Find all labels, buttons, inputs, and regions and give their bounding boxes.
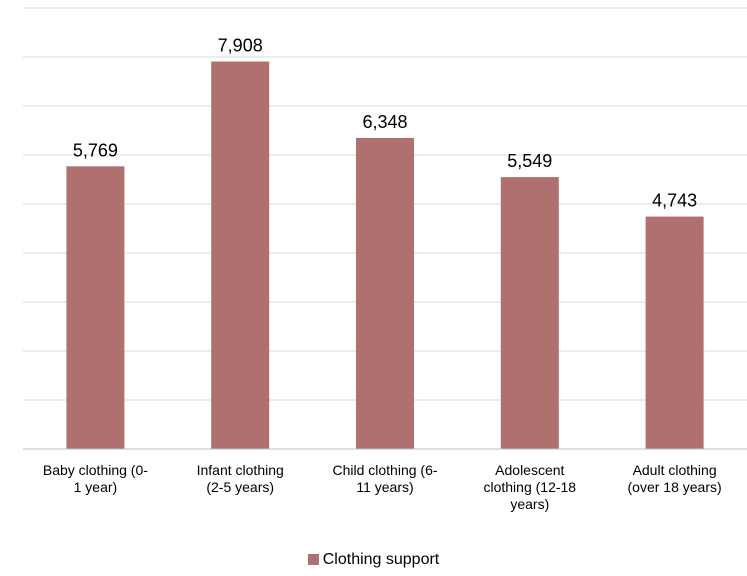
category-label: Baby clothing (0-1 year) (43, 462, 148, 495)
category-label-line: (over 18 years) (628, 479, 722, 495)
data-label: 7,908 (218, 36, 263, 56)
category-label: Adult clothing (over 18 years) (628, 462, 722, 495)
category-label-line: years) (510, 496, 549, 512)
bar (356, 137, 414, 449)
legend: Clothing support (0, 550, 747, 570)
category-label-line: Adult clothing (633, 462, 717, 478)
legend-swatch (307, 553, 319, 565)
data-label: 5,549 (507, 151, 552, 171)
category-label-line: (2-5 years) (206, 479, 274, 495)
category-label: Child clothing (6-11 years) (332, 462, 437, 495)
category-label-line: 11 years) (356, 479, 413, 495)
category-label: Adolescent clothing (12-18 years) (483, 462, 576, 512)
x-axis: Baby clothing (0-1 year)Infant clothing(… (23, 448, 747, 512)
bar (66, 166, 125, 449)
category-label: Infant clothing (2-5 years) (197, 462, 284, 495)
category-label-line: clothing (12-18 (483, 479, 576, 495)
data-label: 6,348 (362, 112, 407, 132)
bar (211, 61, 270, 450)
category-label-line: Infant clothing (197, 462, 284, 478)
category-label-line: Child clothing (6- (332, 462, 437, 478)
bar (645, 216, 704, 449)
category-label-line: Adolescent (495, 462, 564, 478)
legend-label: Clothing support (322, 551, 440, 568)
category-label-line: 1 year) (74, 479, 118, 495)
data-label: 4,743 (652, 191, 697, 211)
category-label-line: Baby clothing (0- (43, 462, 148, 478)
bars (66, 61, 704, 450)
bar (500, 177, 559, 449)
data-label: 5,769 (73, 140, 118, 160)
data-labels: 5,769 7,908 6,348 5,549 4,743 (73, 36, 697, 211)
